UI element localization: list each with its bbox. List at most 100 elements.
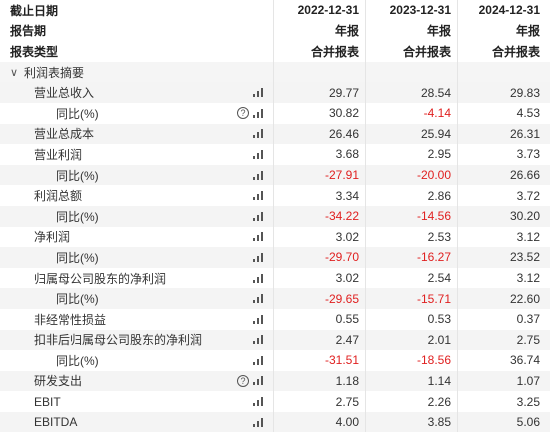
value-cell: -34.22 [273,205,365,227]
row-label: 同比(%) [0,165,273,186]
value-cell: 30.20 [457,205,550,227]
row-icons [253,185,263,206]
header-cell: 合并报表 [365,41,457,62]
table-row: 营业总收入 29.77 28.54 29.83 [0,82,550,103]
table-row: 同比(%) -29.70 -16.27 23.52 [0,247,550,268]
value-cell: -14.56 [365,205,457,227]
table-row: EBITDA 4.00 3.85 5.06 [0,411,550,432]
value-cell: 22.60 [457,288,550,309]
value-cell: 2.54 [365,267,457,289]
row-icons [253,124,263,145]
row-label: 同比(%) [0,288,273,309]
row-label-text: 同比(%) [56,168,99,183]
section-cell [457,61,550,83]
value-cell: 3.12 [457,267,550,289]
value-cell: 3.85 [365,411,457,432]
value-cell: 23.52 [457,247,550,268]
table-row: 同比(%) -34.22 -14.56 30.20 [0,205,550,227]
help-icon[interactable]: ? [237,107,249,120]
bar-chart-icon[interactable] [253,232,263,242]
value-cell: 2.53 [365,226,457,248]
section-label[interactable]: ∨ 利润表摘要 [0,62,273,83]
value-cell: 2.26 [365,391,457,412]
row-label: 同比(%) [0,206,273,227]
value-cell: -29.65 [273,288,365,309]
section-cell [365,61,457,83]
row-label-text: EBITDA [34,415,78,430]
row-label: EBITDA [0,412,273,432]
table-row: 营业利润 3.68 2.95 3.73 [0,144,550,165]
bar-chart-icon[interactable] [253,108,263,118]
row-label-text: 同比(%) [56,209,99,224]
row-label: EBIT [0,391,273,412]
bar-chart-icon[interactable] [253,294,263,304]
table-row: 同比(%) -29.65 -15.71 22.60 [0,288,550,309]
row-icons [253,330,263,351]
header-label: 截止日期 [10,3,59,18]
bar-chart-icon[interactable] [253,417,263,427]
help-icon[interactable]: ? [237,374,249,387]
value-cell: -15.71 [365,288,457,309]
value-cell: 3.73 [457,144,550,165]
value-cell: 0.37 [457,308,550,330]
row-label-text: 同比(%) [56,106,99,121]
value-cell: -20.00 [365,164,457,186]
row-label: 同比(%)? [0,103,273,124]
section-header[interactable]: ∨ 利润表摘要 [0,61,550,83]
row-label-text: 同比(%) [56,292,99,307]
table-row: 同比(%) -27.91 -20.00 26.66 [0,164,550,186]
bar-chart-icon[interactable] [253,191,263,201]
row-label: 同比(%) [0,247,273,268]
header-label: 报表类型 [10,44,59,59]
value-cell: 4.53 [457,102,550,124]
header-cell: 2024-12-31 [457,0,550,21]
row-label-text: 同比(%) [56,250,99,265]
bar-chart-icon[interactable] [253,88,263,98]
row-label: 营业总成本 [0,124,273,145]
bar-chart-icon[interactable] [253,149,263,159]
bar-chart-icon[interactable] [253,335,263,345]
table-row: 扣非后归属母公司股东的净利润 2.47 2.01 2.75 [0,329,550,351]
header-cell: 合并报表 [273,41,365,62]
value-cell: 0.53 [365,308,457,330]
value-cell: -27.91 [273,164,365,186]
row-label-text: 营业利润 [34,147,83,162]
row-label-text: EBIT [34,394,61,409]
header-label: 报告期 [10,24,47,39]
value-cell: 28.54 [365,82,457,103]
bar-chart-icon[interactable] [253,376,263,386]
row-icons [253,309,263,330]
table-row: EBIT 2.75 2.26 3.25 [0,391,550,412]
bar-chart-icon[interactable] [253,252,263,262]
value-cell: 4.00 [273,411,365,432]
row-icons [253,288,263,309]
value-cell: 30.82 [273,102,365,124]
value-cell: 3.25 [457,391,550,412]
table-row: 非经常性损益 0.55 0.53 0.37 [0,308,550,330]
value-cell: 3.68 [273,144,365,165]
value-cell: 26.46 [273,123,365,145]
header-cell: 2022-12-31 [273,0,365,21]
chevron-down-icon[interactable]: ∨ [10,66,19,79]
value-cell: 36.74 [457,350,550,371]
value-cell: 0.55 [273,308,365,330]
bar-chart-icon[interactable] [253,273,263,283]
header-cell: 年报 [457,20,550,42]
bar-chart-icon[interactable] [253,314,263,324]
bar-chart-icon[interactable] [253,211,263,221]
value-cell: -29.70 [273,247,365,268]
row-label-text: 同比(%) [56,353,99,368]
bar-chart-icon[interactable] [253,129,263,139]
value-cell: -18.56 [365,350,457,371]
bar-chart-icon[interactable] [253,355,263,365]
value-cell: 2.47 [273,329,365,351]
bar-chart-icon[interactable] [253,397,263,407]
row-icons: ? [237,103,263,124]
value-cell: 2.75 [457,329,550,351]
value-cell: 2.75 [273,391,365,412]
value-cell: -31.51 [273,350,365,371]
bar-chart-icon[interactable] [253,170,263,180]
value-cell: 3.34 [273,185,365,206]
row-label: 利润总额 [0,185,273,206]
